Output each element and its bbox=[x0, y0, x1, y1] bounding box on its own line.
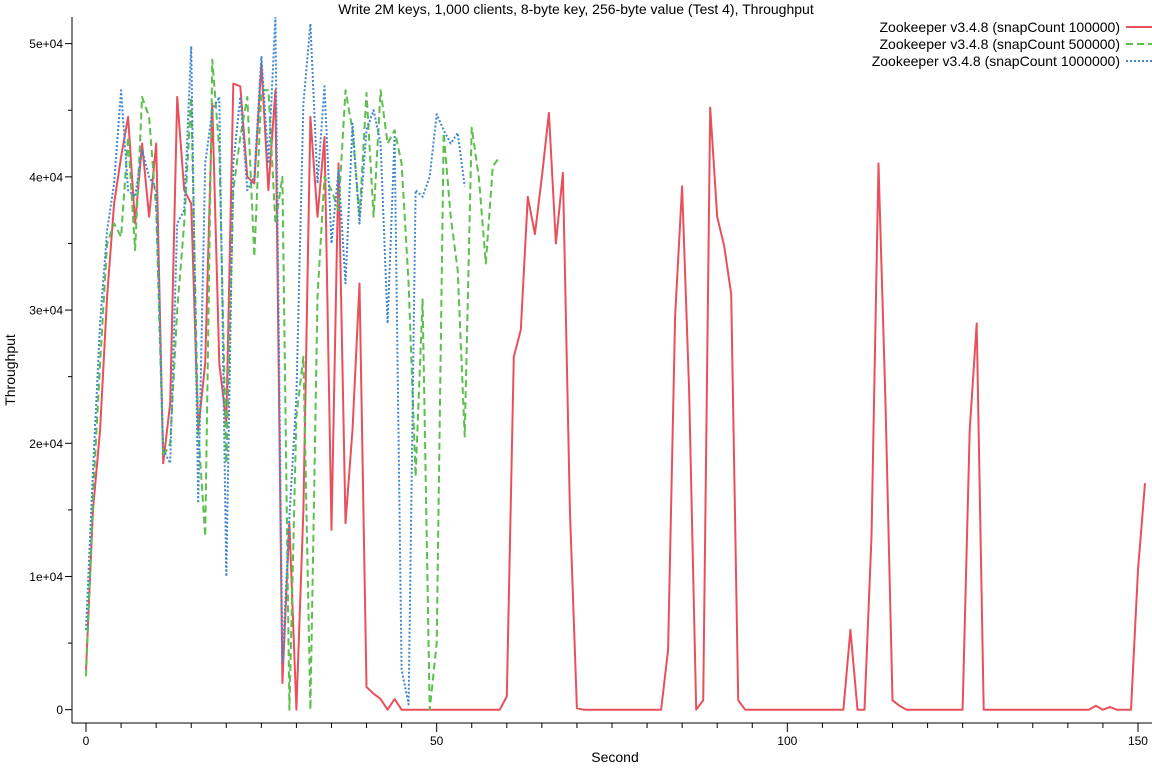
legend-label: Zookeeper v3.4.8 (snapCount 100000) bbox=[880, 19, 1121, 35]
series-line-2 bbox=[85, 58, 501, 711]
x-tick-label: 50 bbox=[430, 734, 444, 748]
x-tick-label: 150 bbox=[1128, 734, 1148, 748]
y-ticks: 0 1e+04 2e+04 3e+04 4e+04 5e+04 bbox=[29, 37, 72, 717]
x-tick-label: 100 bbox=[777, 734, 797, 748]
y-tick-label: 2e+04 bbox=[29, 437, 63, 451]
legend-label: Zookeeper v3.4.8 (snapCount 1000000) bbox=[872, 53, 1120, 69]
series-line-3 bbox=[85, 17, 466, 706]
y-tick-label: 1e+04 bbox=[29, 570, 63, 584]
legend-entry: Zookeeper v3.4.8 (snapCount 100000) bbox=[880, 19, 1152, 35]
y-tick-label: 3e+04 bbox=[29, 304, 63, 318]
legend: Zookeeper v3.4.8 (snapCount 100000) Zook… bbox=[872, 19, 1152, 69]
y-tick-label: 0 bbox=[56, 703, 63, 717]
legend-entry: Zookeeper v3.4.8 (snapCount 500000) bbox=[880, 36, 1152, 52]
series-lines bbox=[85, 17, 1146, 711]
y-tick-label: 5e+04 bbox=[29, 37, 63, 51]
x-tick-label: 0 bbox=[83, 734, 90, 748]
legend-entry: Zookeeper v3.4.8 (snapCount 1000000) bbox=[872, 53, 1152, 69]
axes bbox=[71, 17, 1152, 724]
y-tick-label: 4e+04 bbox=[29, 170, 63, 184]
legend-label: Zookeeper v3.4.8 (snapCount 500000) bbox=[880, 36, 1121, 52]
chart-title: Write 2M keys, 1,000 clients, 8-byte key… bbox=[338, 1, 814, 17]
series-line-1 bbox=[85, 62, 1146, 711]
x-axis-label: Second bbox=[591, 749, 638, 765]
y-axis-label: Throughput bbox=[2, 334, 18, 406]
x-ticks: 0 50 100 150 bbox=[83, 723, 1148, 748]
